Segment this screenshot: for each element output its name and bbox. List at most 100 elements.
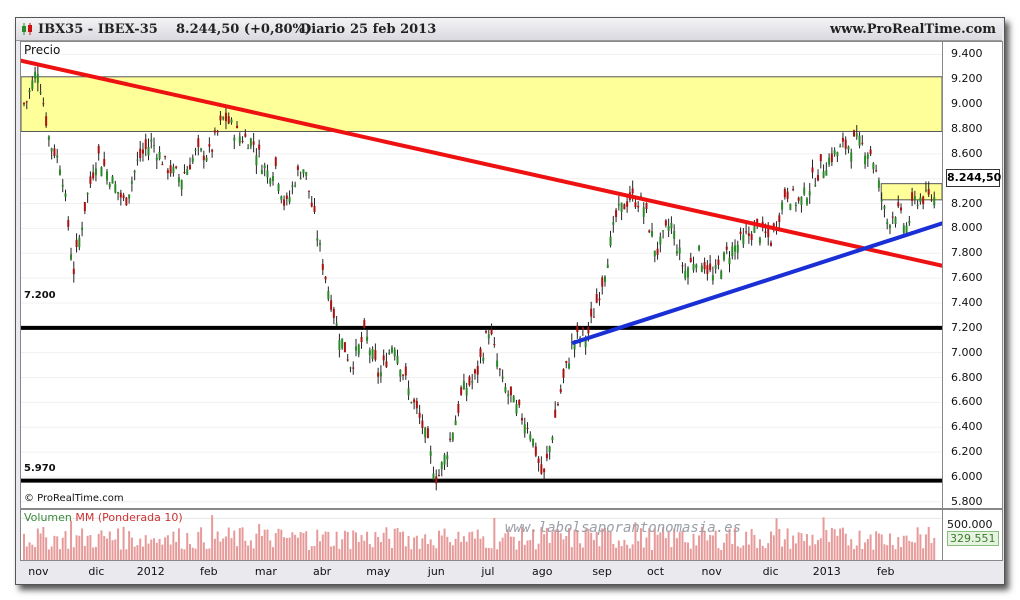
- volume-bar: [227, 527, 230, 560]
- candle: [518, 399, 521, 408]
- volume-bar: [288, 537, 291, 560]
- candle: [908, 215, 911, 226]
- candle: [487, 328, 490, 345]
- volume-bar: [750, 529, 753, 560]
- volume-bar: [518, 540, 521, 560]
- candle: [64, 189, 67, 202]
- volume-bar: [709, 534, 712, 560]
- candle: [833, 147, 836, 157]
- candle: [819, 154, 822, 169]
- volume-bar: [731, 543, 734, 560]
- candle: [562, 368, 565, 384]
- candle: [540, 456, 543, 475]
- volume-bar: [139, 538, 142, 560]
- volume-bar: [595, 531, 598, 560]
- candle: [919, 193, 922, 205]
- volume-bar: [772, 535, 775, 560]
- volume-bar: [493, 517, 496, 560]
- volume-bar: [374, 531, 377, 560]
- volume-bar: [911, 541, 914, 560]
- volume-bar: [399, 532, 402, 560]
- candle: [252, 133, 255, 153]
- candle: [476, 360, 479, 384]
- candle: [662, 230, 665, 239]
- volume-bar: [277, 528, 280, 560]
- volume-label: Volumen: [24, 511, 72, 524]
- volume-bar: [706, 540, 709, 560]
- candle: [346, 353, 349, 362]
- candle: [653, 250, 656, 263]
- volume-bar: [305, 531, 308, 560]
- volume-bar: [302, 533, 305, 560]
- price-tick-label: 9.400: [951, 47, 983, 61]
- price-label: Precio: [24, 43, 61, 57]
- candle: [507, 390, 510, 405]
- volume-bar: [866, 538, 869, 560]
- volume-bar: [103, 536, 106, 560]
- volume-bar: [435, 548, 438, 560]
- candle: [45, 112, 48, 128]
- site-link[interactable]: www.ProRealTime.com: [829, 22, 996, 37]
- candle: [758, 236, 761, 246]
- volume-bar: [886, 545, 889, 560]
- volume-axis-value: 500.000: [947, 518, 993, 531]
- volume-bar: [507, 529, 510, 560]
- candle: [545, 445, 548, 462]
- volume-bar: [720, 549, 723, 560]
- volume-bar: [191, 547, 194, 560]
- price-tick-label: 7.000: [951, 345, 983, 359]
- volume-bar: [111, 540, 114, 560]
- watermark: www.labolsaporantonomasia.es: [505, 520, 742, 536]
- candle: [473, 368, 476, 380]
- candle: [639, 192, 642, 198]
- candle: [266, 164, 269, 184]
- volume-bar: [241, 527, 244, 560]
- candle: [111, 174, 114, 184]
- candle: [443, 452, 446, 470]
- volume-bar: [767, 543, 770, 560]
- volume-bar: [70, 520, 73, 560]
- candle: [288, 190, 291, 205]
- volume-bar: [504, 533, 507, 560]
- candle: [374, 343, 377, 362]
- volume-bar: [249, 540, 252, 560]
- volume-bar: [166, 535, 169, 560]
- volume-bar: [205, 548, 208, 560]
- volume-bar: [770, 531, 772, 560]
- volume-bar: [675, 538, 678, 560]
- volume-bar: [667, 531, 670, 560]
- candle: [81, 221, 84, 237]
- candle: [927, 181, 930, 197]
- candle: [482, 352, 485, 364]
- volume-bar: [554, 529, 557, 560]
- date-tick-label: feb: [199, 565, 218, 578]
- volume-bar: [501, 537, 504, 560]
- volume-bar: [775, 518, 778, 560]
- volume-bar: [269, 540, 272, 560]
- candle: [554, 401, 557, 418]
- candle: [258, 139, 261, 158]
- volume-bar: [803, 541, 806, 560]
- candle: [891, 211, 894, 225]
- candle: [551, 435, 554, 444]
- volume-bar: [562, 539, 565, 560]
- candle: [648, 229, 651, 233]
- volume-bar: [579, 543, 582, 560]
- volume-bar: [900, 547, 903, 560]
- volume-bar: [200, 527, 203, 560]
- candle: [100, 166, 103, 177]
- volume-bar: [645, 537, 648, 560]
- price-tick-label: 6.600: [951, 395, 983, 409]
- volume-bar: [476, 529, 479, 560]
- candle: [750, 230, 753, 246]
- candle: [388, 349, 391, 356]
- candle: [34, 66, 37, 83]
- candle: [341, 338, 344, 350]
- candle: [50, 147, 53, 160]
- volume-bar: [310, 546, 313, 560]
- volume-bar: [570, 547, 573, 560]
- volume-bar: [451, 545, 454, 560]
- volume-bar: [141, 546, 144, 560]
- volume-bar: [291, 532, 294, 560]
- candle: [830, 147, 833, 166]
